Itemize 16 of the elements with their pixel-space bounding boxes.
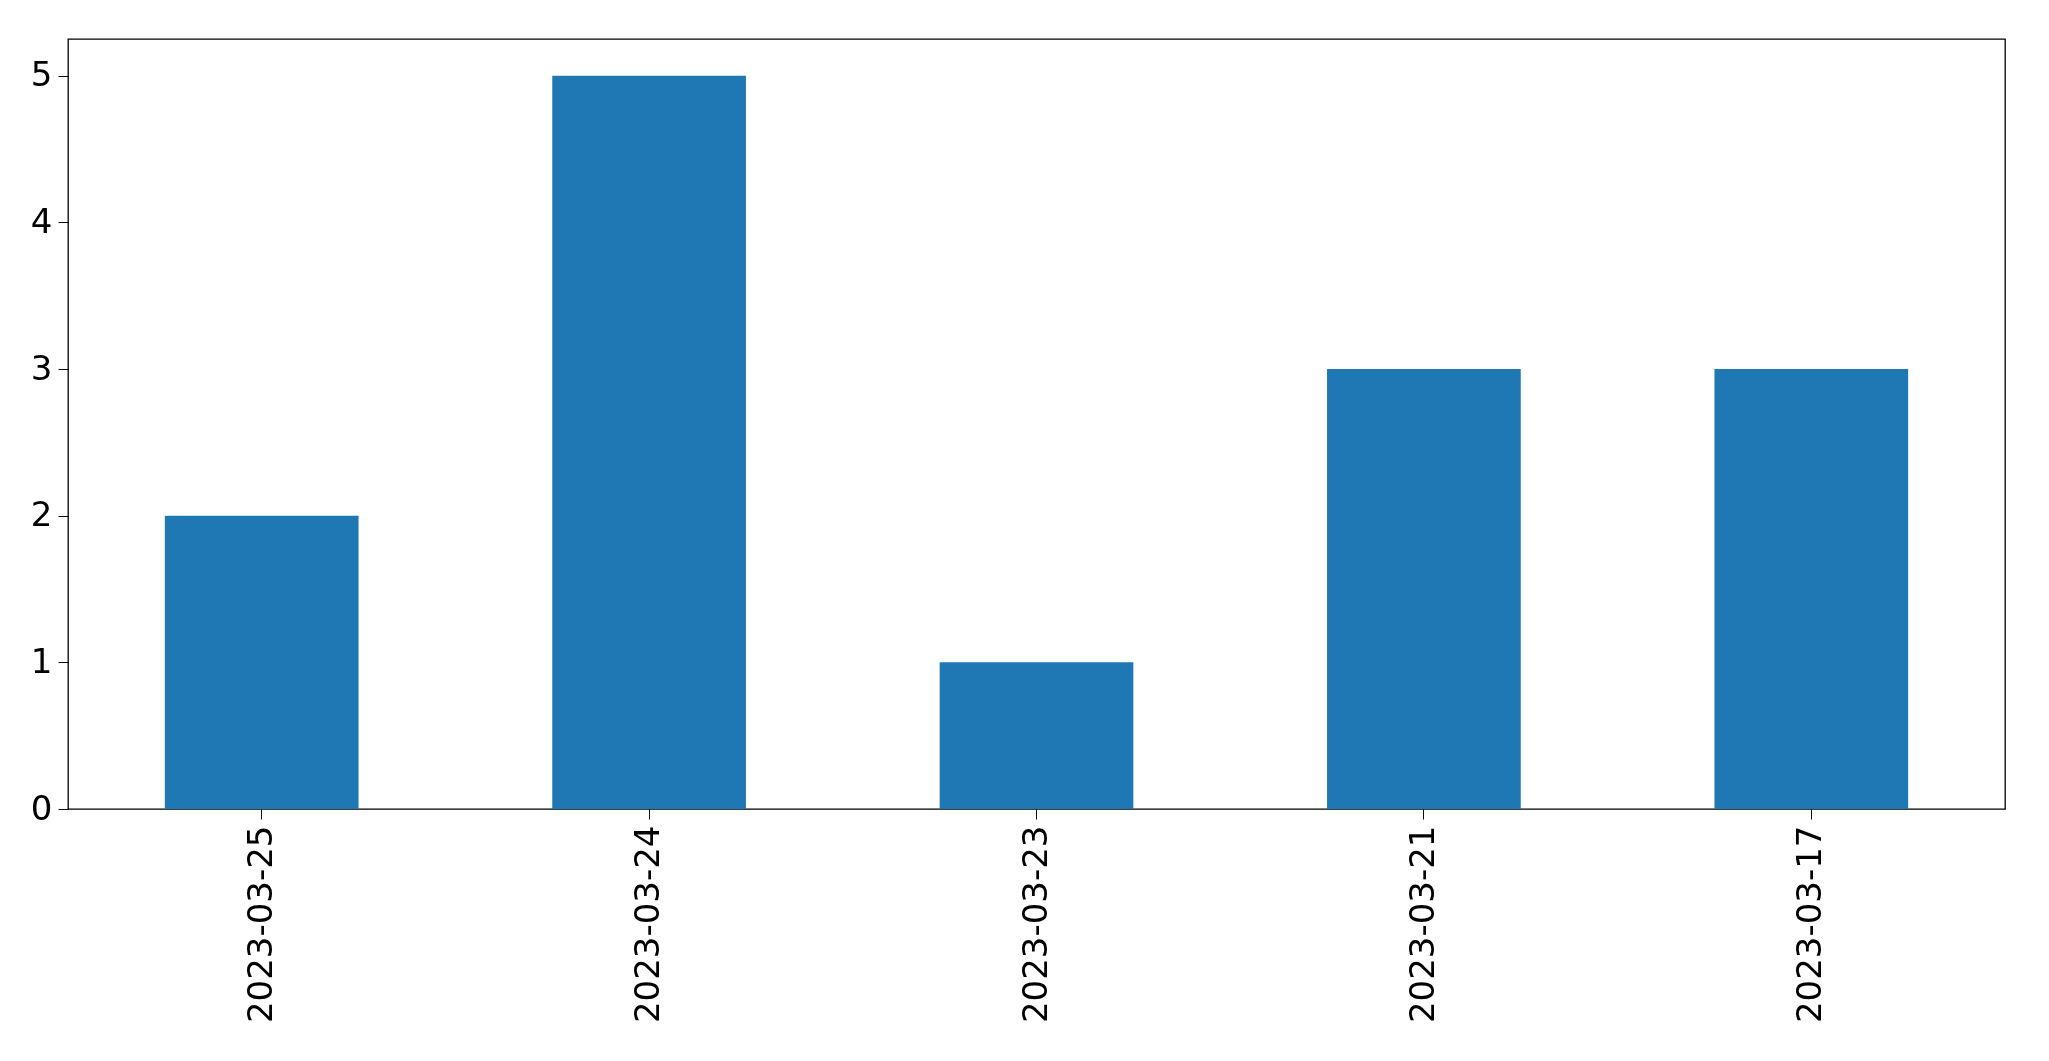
x-tick-label: 2023-03-23 xyxy=(1014,825,1055,1024)
x-tick-label: 2023-03-25 xyxy=(239,825,280,1024)
bar xyxy=(1714,369,1909,809)
y-tick-label: 2 xyxy=(30,494,53,535)
y-tick-label: 4 xyxy=(30,200,53,241)
bar xyxy=(939,662,1134,809)
y-tick-label: 5 xyxy=(30,54,53,95)
y-tick-label: 3 xyxy=(30,347,53,388)
bar xyxy=(552,75,746,809)
bar xyxy=(164,515,359,809)
x-tick-label: 2023-03-21 xyxy=(1401,825,1442,1024)
bar xyxy=(1327,369,1521,809)
y-tick-label: 0 xyxy=(30,787,53,828)
x-tick-label: 2023-03-17 xyxy=(1789,825,1830,1024)
y-tick-label: 1 xyxy=(30,640,53,681)
x-tick-label: 2023-03-24 xyxy=(627,825,668,1024)
